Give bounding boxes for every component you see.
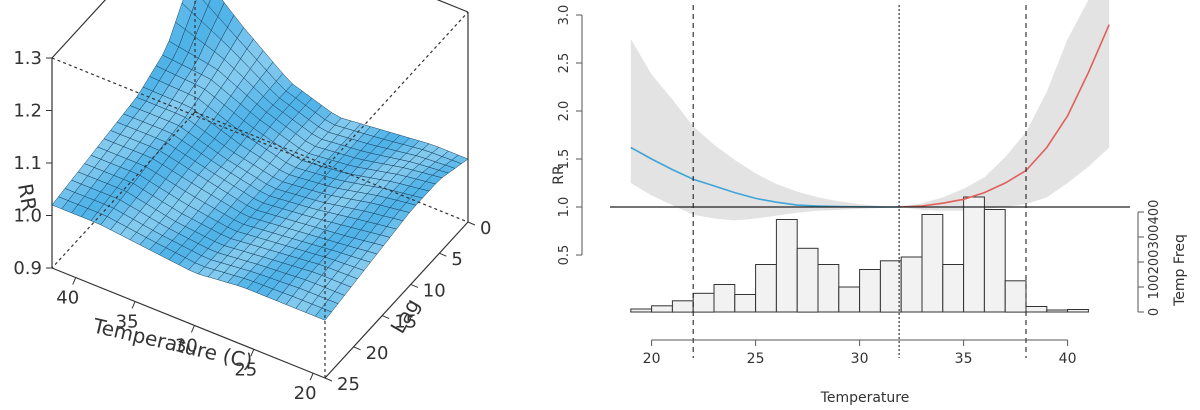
histogram-bar bbox=[942, 264, 965, 313]
y-axis-label: RR bbox=[551, 165, 567, 185]
x-axis-label: Temperature bbox=[820, 390, 910, 406]
y2-axis-label: Temp Freq bbox=[1172, 234, 1188, 307]
temperature-histogram bbox=[630, 196, 1089, 313]
x-tick-label: 25 bbox=[747, 351, 765, 367]
surface-facet bbox=[314, 307, 332, 321]
y-tick-label: 1.0 bbox=[557, 197, 572, 218]
histogram-bar bbox=[1046, 309, 1069, 313]
plot-box bbox=[51, 0, 469, 379]
x-tick bbox=[131, 301, 136, 309]
histogram-bar bbox=[900, 256, 923, 313]
box-edge bbox=[51, 0, 106, 59]
y-tick bbox=[324, 377, 333, 382]
y-tick-label: 0.5 bbox=[557, 245, 572, 266]
x-axis-label: Temperature (C) bbox=[90, 313, 255, 373]
axes-2d: 0.51.01.52.02.53.020 25 30 35 40010020030040… bbox=[557, 5, 1162, 367]
histogram-bar bbox=[671, 300, 694, 313]
y-tick bbox=[382, 315, 390, 320]
rr-curve bbox=[899, 24, 1110, 208]
z-axis-label: RR bbox=[13, 182, 41, 214]
y2-tick-label: 200 bbox=[1147, 250, 1162, 275]
y-tick-label: 5 bbox=[451, 249, 462, 270]
histogram-bar bbox=[630, 308, 653, 313]
y-tick-label: 0 bbox=[480, 218, 491, 239]
y-tick bbox=[439, 252, 447, 257]
x-tick bbox=[72, 277, 77, 285]
z-tick-label: 0.9 bbox=[13, 258, 42, 279]
y-tick-label: 2.0 bbox=[557, 101, 572, 122]
y-tick-label: 1.5 bbox=[557, 149, 572, 170]
y-tick-label: 10 bbox=[423, 280, 446, 301]
x-tick-label: 40 bbox=[56, 288, 79, 309]
x-tick-label: 25 bbox=[234, 359, 257, 380]
box-edge-hidden bbox=[324, 11, 469, 169]
z-tick-label: 1.0 bbox=[13, 206, 42, 227]
histogram-bar bbox=[734, 294, 757, 313]
histogram-bar bbox=[1004, 280, 1027, 313]
histogram-bar bbox=[921, 214, 944, 313]
histogram-bar bbox=[879, 260, 902, 313]
histogram-bar bbox=[983, 209, 1006, 313]
histogram-bar bbox=[692, 292, 715, 313]
confidence-band bbox=[630, 0, 1110, 221]
surface-mesh bbox=[51, 0, 469, 321]
y-tick-label: 15 bbox=[394, 312, 417, 333]
x-tick bbox=[309, 373, 314, 381]
x-tick-label: 30 bbox=[851, 351, 869, 367]
x-tick bbox=[250, 349, 255, 357]
y2-tick-label: 400 bbox=[1147, 200, 1162, 225]
box-edge-hidden bbox=[194, 111, 469, 223]
histogram-bar bbox=[859, 269, 881, 313]
x-tick-label: 20 bbox=[643, 351, 661, 367]
x-tick-label: 35 bbox=[116, 311, 139, 332]
y-tick bbox=[467, 221, 476, 226]
box-edge-hidden bbox=[51, 57, 326, 169]
histogram-bar bbox=[713, 284, 736, 313]
x-tick bbox=[190, 325, 195, 333]
z-tick-label: 1.1 bbox=[13, 153, 42, 174]
y-tick-label: 3.0 bbox=[557, 5, 572, 26]
histogram-bar bbox=[963, 196, 985, 313]
histogram-bar bbox=[755, 264, 777, 313]
rr-curve-chart: 0.51.01.52.02.53.020 25 30 35 40010020030040… bbox=[551, 0, 1188, 406]
y-tick-label: 25 bbox=[337, 374, 360, 395]
y2-tick-label: 100 bbox=[1147, 275, 1162, 300]
histogram-bar bbox=[838, 286, 861, 313]
histogram-bar bbox=[651, 305, 673, 313]
reference-lines bbox=[610, 5, 1130, 358]
ci-band bbox=[630, 39, 900, 221]
box-edge-hidden bbox=[51, 111, 196, 269]
histogram-bar bbox=[1067, 309, 1089, 313]
y-axis-label: Lag bbox=[386, 294, 425, 337]
x-tick-label: 35 bbox=[955, 351, 973, 367]
z-tick-label: 1.3 bbox=[13, 48, 42, 69]
x-tick-label: 20 bbox=[294, 383, 317, 404]
z-tick-label: 1.2 bbox=[13, 101, 42, 122]
y-tick bbox=[410, 283, 418, 288]
histogram-bar bbox=[796, 247, 819, 313]
histogram-bar bbox=[1025, 306, 1048, 313]
x-tick-label: 30 bbox=[175, 335, 198, 356]
y-tick-label: 2.5 bbox=[557, 53, 572, 74]
box-edge bbox=[436, 0, 469, 13]
histogram-bar bbox=[775, 219, 798, 313]
y2-tick-label: 0 bbox=[1147, 308, 1162, 316]
y-tick-label: 20 bbox=[366, 343, 389, 364]
x-tick-label: 40 bbox=[1059, 351, 1077, 367]
histogram-bar bbox=[817, 264, 840, 313]
y2-tick-label: 300 bbox=[1147, 225, 1162, 250]
box-edge bbox=[324, 221, 469, 379]
y-tick bbox=[353, 346, 361, 351]
ci-band bbox=[899, 0, 1110, 211]
box-edge bbox=[51, 267, 326, 379]
